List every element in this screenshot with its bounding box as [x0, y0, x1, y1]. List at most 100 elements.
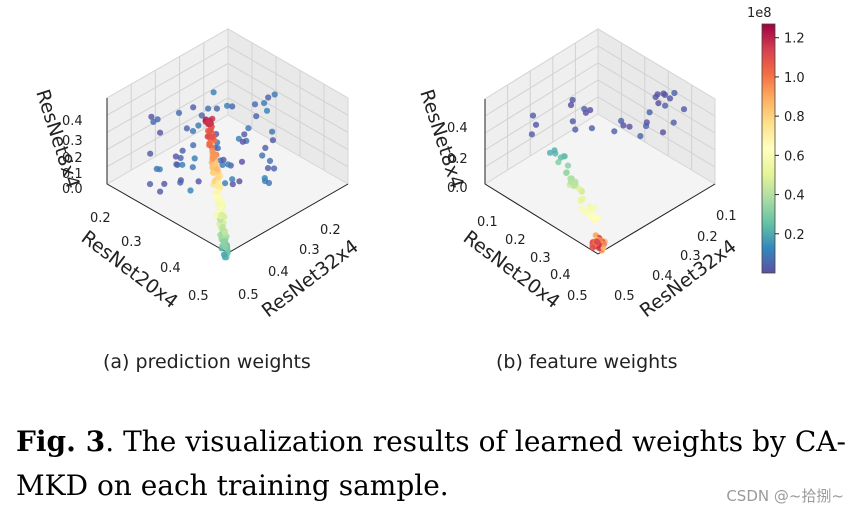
- scatter-point: [253, 113, 260, 120]
- scatter-point: [661, 91, 669, 98]
- scatter-point: [670, 119, 677, 126]
- scatter-point: [148, 113, 155, 120]
- watermark: CSDN @~拾捌~: [726, 487, 844, 505]
- colorbar-tick-label: 0.8: [784, 110, 805, 125]
- tick-label: 0.4: [62, 114, 83, 129]
- scatter-point: [587, 212, 594, 220]
- tick-label: 0.5: [188, 289, 209, 304]
- colorbar-tick-label: 1.2: [784, 32, 805, 47]
- scatter-point: [172, 153, 179, 160]
- scatter-point: [195, 122, 202, 129]
- caption-label: Fig. 3: [16, 425, 106, 458]
- scatter-point: [265, 94, 272, 101]
- figure-caption: Fig. 3. The visualization results of lea…: [16, 420, 846, 508]
- colorbar-exponent: 1e8: [747, 6, 772, 21]
- scatter-point: [215, 183, 222, 190]
- scatter-point: [671, 89, 678, 97]
- scatter-point: [561, 153, 568, 160]
- scatter-point: [221, 229, 228, 237]
- scatter-point: [611, 128, 618, 135]
- scatter-point: [173, 161, 180, 168]
- scatter-point: [198, 112, 205, 119]
- scatter-point: [264, 165, 272, 172]
- scatter-point: [269, 128, 276, 135]
- scatter-point: [206, 140, 213, 147]
- scatter-point: [222, 180, 229, 187]
- scatter-point: [224, 102, 231, 109]
- panel-a-subtitle: (a) prediction weights: [103, 351, 311, 373]
- scatter-point: [207, 126, 214, 134]
- panel-b-z-ticks: 0.4 0.2 0.0: [447, 121, 468, 196]
- scatter-point: [587, 107, 594, 114]
- scatter-point: [214, 145, 221, 152]
- scatter-point: [190, 104, 197, 111]
- scatter-point: [637, 133, 644, 140]
- scatter-point: [195, 178, 202, 185]
- scatter-point: [225, 161, 232, 168]
- colorbar-tick-label: 0.2: [784, 228, 805, 243]
- scatter-point: [157, 188, 164, 195]
- scatter-point: [265, 179, 273, 187]
- scatter-point: [183, 125, 190, 132]
- tick-label: 0.0: [447, 181, 468, 196]
- panel-b-box: [484, 28, 716, 255]
- tick-label: 0.4: [160, 261, 181, 276]
- panel-a: 0.4 0.3 0.2 0.1 0.0 0.2 0.3 0.4 0.5 0.2 …: [31, 28, 363, 373]
- scatter-point: [572, 126, 579, 133]
- tick-label: 0.3: [121, 235, 142, 250]
- scatter-point: [161, 180, 168, 187]
- tick-label: 0.3: [299, 243, 320, 258]
- tick-label: 0.2: [90, 211, 111, 226]
- scatter-point: [555, 159, 562, 166]
- colorbar-gradient: [761, 23, 776, 274]
- scatter-point: [179, 147, 186, 154]
- tick-label: 0.4: [550, 268, 571, 283]
- scatter-point: [146, 181, 154, 188]
- scatter-point: [229, 181, 236, 188]
- scatter-point: [209, 133, 216, 141]
- scatter-point: [205, 120, 212, 127]
- scatter-point: [156, 166, 163, 173]
- scatter-point: [582, 209, 589, 216]
- scatter-point: [220, 156, 227, 163]
- scatter-point: [213, 105, 220, 112]
- scatter-point: [569, 118, 576, 125]
- tick-label: 0.4: [268, 265, 289, 280]
- scatter-point: [578, 205, 585, 212]
- scatter-point: [594, 238, 601, 245]
- scatter-point: [271, 91, 278, 98]
- scatter-point: [211, 153, 218, 161]
- scatter-point: [564, 162, 572, 169]
- colorbar: 1e8 0.2 0.4 0.6 0.8 1.0 1.2: [747, 6, 805, 274]
- scatter-point: [191, 155, 198, 162]
- scatter-point: [588, 125, 596, 132]
- panel-a-box: [106, 28, 349, 254]
- tick-label: 0.0: [62, 182, 83, 197]
- tick-label: 0.2: [505, 233, 526, 248]
- scatter-point: [269, 137, 276, 144]
- tick-label: 0.3: [530, 251, 551, 266]
- scatter-point: [567, 178, 575, 185]
- scatter-point: [214, 200, 221, 207]
- scatter-point: [576, 185, 583, 192]
- caption-text: . The visualization results of learned w…: [16, 425, 846, 502]
- tick-label: 0.2: [320, 223, 341, 238]
- scatter-point: [205, 105, 212, 112]
- colorbar-tick-label: 0.4: [784, 189, 805, 204]
- scatter-point: [259, 152, 266, 159]
- panel-b-y-ticks: 0.1 0.2 0.3 0.4 0.5: [477, 215, 588, 304]
- scatter-point: [150, 118, 157, 125]
- tick-label: 0.3: [680, 249, 701, 264]
- tick-label: 0.4: [652, 269, 673, 284]
- scatter-point: [147, 150, 154, 157]
- scatter-point: [529, 112, 537, 119]
- colorbar-ticks: 0.2 0.4 0.6 0.8 1.0 1.2: [775, 32, 805, 243]
- scatter-point: [586, 203, 593, 210]
- scatter-point: [618, 117, 625, 124]
- scatter-point: [229, 176, 236, 183]
- scatter-point: [190, 142, 197, 149]
- tick-label: 0.4: [447, 121, 468, 136]
- scatter-point: [662, 102, 669, 109]
- scatter-point: [241, 131, 248, 138]
- scatter-point: [579, 195, 586, 202]
